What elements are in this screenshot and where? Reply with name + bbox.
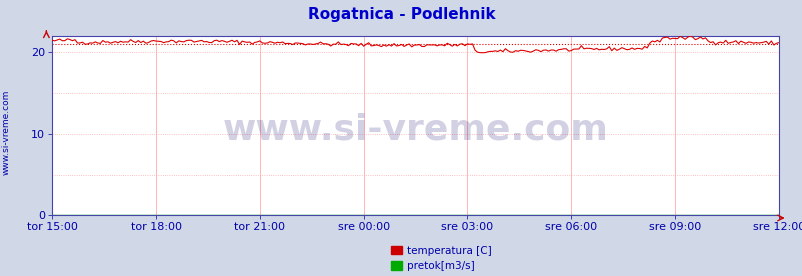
Text: www.si-vreme.com: www.si-vreme.com bbox=[2, 90, 11, 175]
Text: Rogatnica - Podlehnik: Rogatnica - Podlehnik bbox=[307, 7, 495, 22]
Text: www.si-vreme.com: www.si-vreme.com bbox=[222, 112, 608, 146]
Legend: temperatura [C], pretok[m3/s]: temperatura [C], pretok[m3/s] bbox=[391, 246, 491, 271]
